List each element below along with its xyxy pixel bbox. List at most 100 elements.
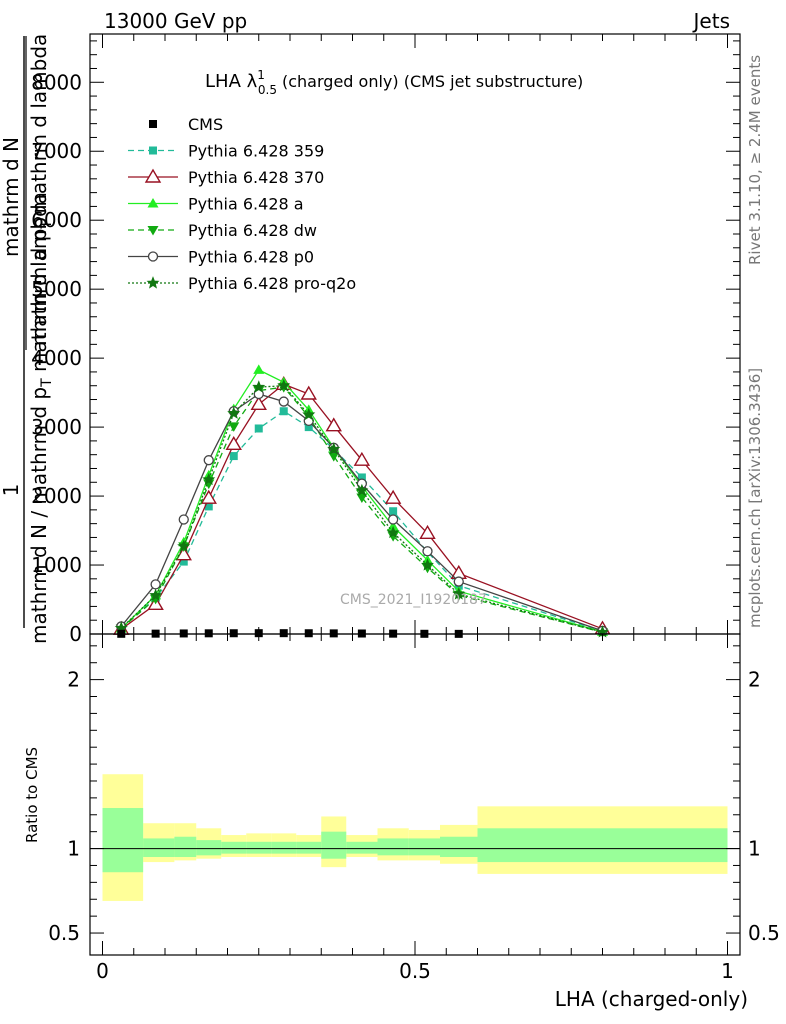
series-point — [225, 435, 242, 451]
watermark: CMS_2021_I1920187 — [340, 592, 487, 608]
ratio-y-tick-label-right: 0.5 — [748, 921, 780, 945]
series-point — [386, 525, 400, 539]
ratio-bands — [102, 774, 728, 901]
x-axis-label: LHA (charged-only) — [555, 987, 748, 1011]
series-line — [120, 369, 603, 633]
legend-label: Pythia 6.428 pro-q2o — [188, 274, 356, 293]
series-point — [250, 395, 267, 411]
ratio-y-tick-label: 2 — [67, 668, 80, 692]
legend-marker — [149, 146, 157, 155]
ratio-inner-band — [196, 840, 222, 856]
series-line — [120, 410, 603, 632]
ratio-inner-band — [174, 836, 197, 858]
ratio-y-tick-label: 0.5 — [48, 921, 80, 945]
main-axis-ticks: 0 1000 2000 3000 4000 5000 6000 7000 8000 — [31, 34, 740, 646]
ratio-inner-band — [271, 841, 297, 854]
ratio-inner-band — [408, 838, 440, 856]
ratio-inner-band — [296, 841, 322, 854]
series-point — [384, 489, 402, 504]
ratio-y-tick-label-right: 2 — [748, 668, 761, 692]
series-point — [389, 507, 398, 516]
y-tick-label: 6000 — [31, 208, 82, 232]
ratio-panel: 0.5 0.5 1 1 2 2 0 0.5 1 Ratio to CMS LHA (charge… — [23, 633, 780, 1011]
series-point — [149, 588, 163, 601]
ratio-inner-band — [477, 828, 728, 863]
ratio-inner-band — [321, 831, 347, 859]
ratio-inner-band — [143, 838, 175, 858]
header-left: 13000 GeV pp — [104, 9, 247, 33]
cms-point — [279, 629, 288, 638]
header-right: Jets — [692, 9, 730, 33]
series-point — [200, 489, 217, 504]
x-tick-label: 0.5 — [399, 959, 431, 983]
series-point — [327, 442, 341, 455]
series-point — [304, 423, 313, 432]
series-point — [253, 364, 265, 374]
series-point — [254, 424, 263, 433]
ratio-inner-band — [346, 841, 378, 854]
ratio-inner-band — [246, 841, 272, 854]
series-point — [279, 407, 288, 416]
series-point — [277, 378, 291, 392]
title-sub: 0.5 — [258, 83, 277, 97]
series-line — [120, 386, 603, 633]
ratio-ylabel: Ratio to CMS — [23, 747, 41, 843]
title-sup: 1 — [257, 68, 265, 82]
series-point — [204, 502, 213, 511]
y-tick-label: 4000 — [31, 346, 82, 370]
series-point — [421, 558, 434, 571]
ylabel-den: mathrm d N / mathrm d pT mathrm d lambda — [27, 192, 55, 644]
legend-marker — [147, 251, 159, 262]
legend-label: CMS — [188, 115, 223, 134]
ratio-axis-ticks: 0.5 0.5 1 1 2 2 0 0.5 1 — [48, 634, 780, 983]
ratio-inner-band — [440, 836, 478, 858]
rivet-label: Rivet 3.1.10, ≥ 2.4M events — [746, 55, 764, 265]
series-point — [177, 539, 191, 552]
y-tick-label: 1000 — [31, 553, 82, 577]
legend: CMS Pythia 6.428 359 Pythia 6.428 370 Pythi… — [128, 115, 356, 293]
legend-label: Pythia 6.428 359 — [188, 142, 324, 161]
cms-point — [204, 629, 213, 638]
legend-label: Pythia 6.428 370 — [188, 168, 324, 187]
series-point — [452, 587, 466, 600]
ratio-inner-band — [102, 808, 144, 873]
ratio-y-tick-label: 1 — [67, 837, 80, 861]
cms-point — [329, 629, 338, 638]
ratio-inner-band — [377, 838, 409, 856]
series-point — [179, 557, 188, 566]
x-tick-label: 1 — [721, 959, 734, 983]
ratio-frame — [89, 633, 741, 956]
series-line — [120, 393, 603, 632]
ylabel-num: 1 — [0, 484, 23, 497]
title-rest: (charged only) (CMS jet substructure) — [282, 72, 583, 91]
series-point — [325, 417, 342, 432]
cms-point — [254, 629, 263, 638]
x-tick-label: 0 — [96, 959, 109, 983]
series-point — [356, 493, 368, 503]
series-point — [328, 452, 340, 462]
series-point — [178, 514, 189, 525]
series-point — [227, 406, 241, 419]
series-point — [357, 473, 366, 482]
legend-label: Pythia 6.428 dw — [188, 221, 317, 240]
series-point — [228, 422, 240, 432]
series-point — [202, 472, 216, 486]
cms-point — [304, 629, 313, 638]
legend-marker — [146, 276, 160, 289]
series-point — [302, 407, 316, 421]
y-tick-label: 5000 — [31, 277, 82, 301]
y-tick-label: 0 — [69, 622, 82, 646]
ratio-y-tick-label-right: 1 — [748, 837, 761, 861]
y-tick-label: 7000 — [31, 139, 82, 163]
series-point — [150, 579, 161, 590]
series-point — [353, 451, 371, 466]
series-point — [300, 385, 317, 400]
ylabel-dpt: mathrm d pT mathrm d lambda — [27, 34, 55, 347]
series-point — [422, 546, 433, 557]
ratio-inner-band — [221, 841, 247, 854]
legend-marker — [147, 226, 159, 236]
y-tick-label: 2000 — [31, 484, 82, 508]
series-point — [278, 396, 289, 407]
